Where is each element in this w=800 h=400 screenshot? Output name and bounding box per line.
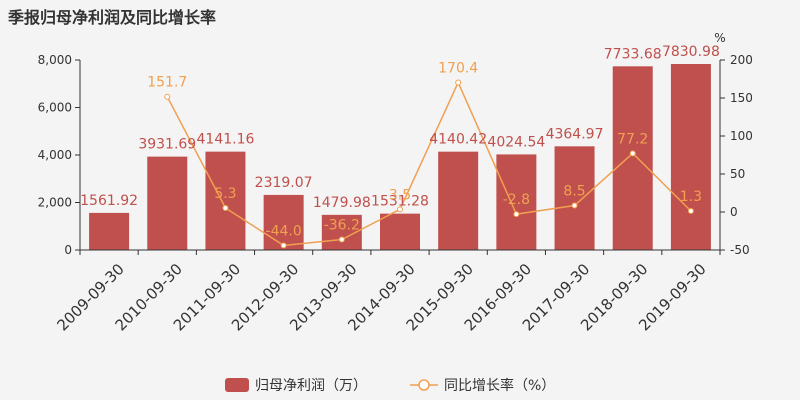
growth-value-label: 3.5 <box>389 187 411 203</box>
bar <box>612 66 653 250</box>
y-right-tick-label: 50 <box>730 167 745 181</box>
bar-value-label: 7733.68 <box>604 46 662 62</box>
growth-point <box>687 208 694 215</box>
bar <box>496 154 537 250</box>
bar <box>554 146 595 250</box>
bar <box>205 151 246 250</box>
y-left-tick-label: 2,000 <box>38 196 72 210</box>
bar-value-label: 4364.97 <box>546 126 604 142</box>
y-right-tick-label: 200 <box>730 53 753 67</box>
y-right-tick-label: 100 <box>730 129 753 143</box>
bar <box>380 213 420 250</box>
growth-value-label: 170.4 <box>438 60 478 76</box>
y-right-tick-label: 150 <box>730 91 753 105</box>
y-left-tick-label: 4,000 <box>38 148 72 162</box>
bar-value-label: 4140.42 <box>429 132 487 148</box>
y-right-axis-unit: % <box>714 31 725 45</box>
growth-value-label: 8.5 <box>563 184 585 200</box>
bar-value-label: 7830.98 <box>662 44 720 60</box>
growth-point <box>397 206 403 213</box>
growth-line <box>166 80 692 247</box>
growth-point <box>164 93 171 100</box>
growth-point <box>629 150 636 157</box>
bar <box>670 64 711 250</box>
bar <box>89 212 130 250</box>
bar <box>147 156 188 250</box>
bar-value-label: 1561.92 <box>80 193 138 209</box>
growth-value-label: 1.3 <box>680 189 702 205</box>
legend-label-line: 同比增长率（%） <box>444 377 555 394</box>
growth-point <box>513 211 520 218</box>
bar-value-label: 1479.98 <box>313 195 371 211</box>
y-left-tick-label: 0 <box>64 243 72 257</box>
y-left-tick-label: 6,000 <box>38 101 72 115</box>
bar-value-label: 4141.16 <box>197 132 255 148</box>
growth-point <box>280 242 287 249</box>
growth-point <box>338 236 345 243</box>
bar-value-label: 1531.28 <box>371 194 429 210</box>
y-right-tick-label: -50 <box>730 243 750 257</box>
growth-value-label: 77.2 <box>617 131 648 147</box>
growth-value-label: 151.7 <box>147 75 187 91</box>
growth-value-label: -44.0 <box>266 223 302 239</box>
bar <box>263 194 304 250</box>
legend-swatch-marker <box>418 379 430 391</box>
growth-value-label: 5.3 <box>214 186 236 202</box>
growth-point <box>222 204 229 211</box>
growth-point <box>571 202 578 209</box>
chart-title: 季报归母净利润及同比增长率 <box>8 8 217 27</box>
legend-label-bar: 归母净利润（万） <box>255 377 367 394</box>
y-right-tick-label: 0 <box>730 205 738 219</box>
bar-value-label: 4024.54 <box>487 134 545 150</box>
growth-point <box>455 79 462 86</box>
growth-value-label: -2.8 <box>503 192 530 208</box>
bar <box>438 151 479 250</box>
legend-swatch-bar <box>225 378 249 392</box>
bar-value-label: 2319.07 <box>255 175 313 191</box>
y-left-tick-label: 8,000 <box>38 53 72 67</box>
bar-value-label: 3931.69 <box>138 137 196 153</box>
growth-value-label: -36.2 <box>324 218 360 234</box>
